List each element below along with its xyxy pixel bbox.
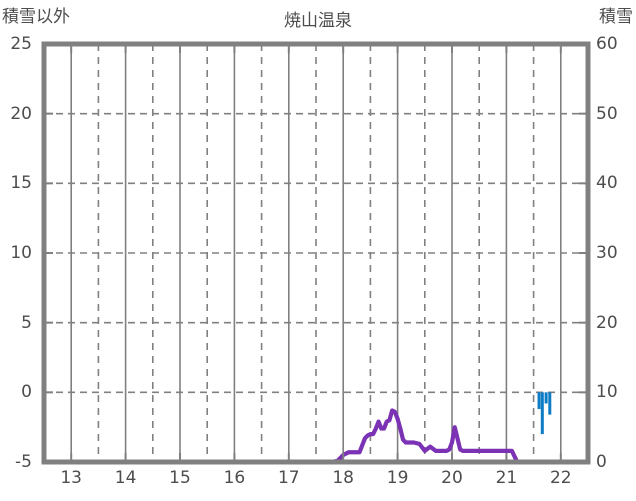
y-axis-right-tick-label: 10 [596, 382, 618, 403]
x-axis-tick-label: 16 [223, 468, 246, 488]
snow-depth-bar [540, 392, 544, 435]
x-axis-tick-label: 15 [169, 468, 191, 488]
chart-title: 焼山温泉 [284, 11, 352, 31]
right-axis-title: 積雪 [599, 7, 633, 27]
snow-depth-bar [544, 392, 548, 404]
x-axis-tick-label: 18 [332, 468, 354, 488]
y-axis-right-tick-label: 40 [596, 173, 618, 194]
snow-depth-bar [537, 392, 541, 410]
x-axis-tick-label: 19 [386, 468, 409, 488]
snow-depth-bar [548, 392, 552, 415]
y-axis-right-tick-label: 50 [596, 103, 618, 124]
y-axis-left-tick-label: 0 [21, 382, 32, 403]
y-axis-left-tick-label: 10 [10, 243, 32, 263]
x-axis-tick-label: 13 [60, 468, 82, 488]
y-axis-left-tick-label: 20 [10, 103, 32, 124]
x-axis-tick-label: 17 [277, 468, 300, 488]
x-axis-tick-label: 22 [549, 468, 572, 488]
y-axis-right-tick-label: 20 [596, 312, 618, 333]
x-axis-tick-label: 21 [495, 468, 518, 488]
left-axis-title: 積雪以外 [2, 7, 70, 27]
y-axis-right-tick-label: 60 [596, 34, 618, 54]
y-axis-left-tick-label: -5 [15, 452, 32, 472]
y-axis-left-tick-label: 15 [10, 173, 32, 194]
x-axis-tick-label: 14 [114, 468, 137, 488]
y-axis-right-tick-label: 0 [596, 452, 607, 472]
y-axis-left-tick-label: 25 [10, 34, 32, 54]
y-axis-left-tick-label: 5 [21, 312, 32, 333]
x-axis-tick-label: 20 [441, 468, 463, 488]
y-axis-right-tick-label: 30 [596, 243, 618, 263]
